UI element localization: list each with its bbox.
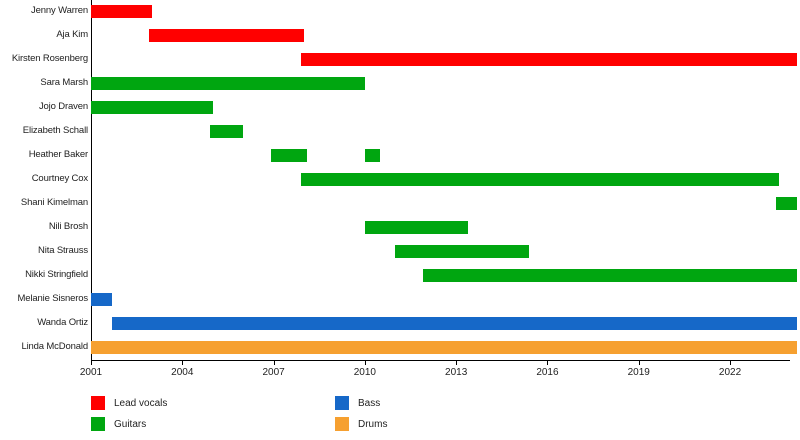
x-axis-tick-mark xyxy=(182,360,184,365)
x-axis-tick-label: 2004 xyxy=(171,367,194,378)
row-label: Linda McDonald xyxy=(21,341,88,352)
x-axis-tick-label: 2019 xyxy=(627,367,650,378)
x-axis-tick-mark xyxy=(456,360,458,365)
legend-item[interactable]: Drums xyxy=(335,417,387,431)
gantt-bar[interactable] xyxy=(364,149,381,162)
gantt-bar[interactable] xyxy=(91,341,797,354)
gantt-bar[interactable] xyxy=(364,221,469,234)
row-label: Jojo Draven xyxy=(38,101,88,112)
legend-swatch-bass xyxy=(335,396,349,410)
gantt-bar[interactable] xyxy=(91,77,365,90)
gantt-bar[interactable] xyxy=(148,29,304,42)
legend: Lead vocals Guitars Bass Drums xyxy=(0,396,800,440)
gantt-bar[interactable] xyxy=(300,53,797,66)
gantt-bar[interactable] xyxy=(775,197,797,210)
x-axis-tick-label: 2010 xyxy=(353,367,376,378)
legend-label: Guitars xyxy=(114,418,147,430)
row-label: Shani Kimelman xyxy=(20,197,88,208)
gantt-bar[interactable] xyxy=(91,101,213,114)
legend-swatch-drums xyxy=(335,417,349,431)
legend-swatch-lead-vocals xyxy=(91,396,105,410)
x-axis-tick-mark xyxy=(730,360,732,365)
gantt-bar[interactable] xyxy=(209,125,244,138)
y-axis-line xyxy=(91,0,92,360)
x-axis-tick-mark xyxy=(273,360,275,365)
x-axis-line xyxy=(91,360,790,361)
gantt-bar[interactable] xyxy=(91,5,152,18)
gantt-bar[interactable] xyxy=(91,293,113,306)
gantt-bar[interactable] xyxy=(422,269,797,282)
row-label: Melanie Sisneros xyxy=(17,293,89,304)
plot-area xyxy=(91,0,797,360)
row-label: Nita Strauss xyxy=(38,245,88,256)
x-axis-tick-label: 2013 xyxy=(445,367,468,378)
row-label-column: Jenny Warren Aja Kim Kirsten Rosenberg Sara… xyxy=(0,0,88,360)
row-label: Aja Kim xyxy=(56,29,88,40)
row-label: Nikki Stringfield xyxy=(25,269,88,280)
row-label: Elizabeth Schall xyxy=(22,125,88,136)
row-label: Sara Marsh xyxy=(40,77,88,88)
gantt-bar[interactable] xyxy=(112,317,797,330)
legend-label: Bass xyxy=(358,397,381,409)
legend-label: Lead vocals xyxy=(114,397,168,409)
row-label: Jenny Warren xyxy=(31,5,88,16)
gantt-bar[interactable] xyxy=(395,245,530,258)
row-label: Heather Baker xyxy=(28,149,88,160)
row-label: Kirsten Rosenberg xyxy=(11,53,88,64)
x-axis-tick-label: 2007 xyxy=(262,367,285,378)
x-axis-tick-label: 2001 xyxy=(79,367,103,378)
row-label: Wanda Ortiz xyxy=(37,317,88,328)
x-axis-tick-label: 2016 xyxy=(536,367,559,378)
gantt-bar[interactable] xyxy=(270,149,308,162)
x-axis-tick-label: 2022 xyxy=(718,367,742,378)
gantt-bar[interactable] xyxy=(300,173,779,186)
legend-item[interactable]: Lead vocals xyxy=(91,396,167,410)
x-axis-tick-mark xyxy=(547,360,549,365)
legend-swatch-guitars xyxy=(91,417,105,431)
x-axis-tick-mark xyxy=(91,360,92,365)
row-label: Nili Brosh xyxy=(48,221,88,232)
row-label: Courtney Cox xyxy=(31,173,88,184)
legend-item[interactable]: Bass xyxy=(335,396,380,410)
x-axis-tick-mark xyxy=(638,360,640,365)
legend-label: Drums xyxy=(358,418,388,430)
legend-item[interactable]: Guitars xyxy=(91,417,146,431)
x-axis-tick-mark xyxy=(364,360,366,365)
